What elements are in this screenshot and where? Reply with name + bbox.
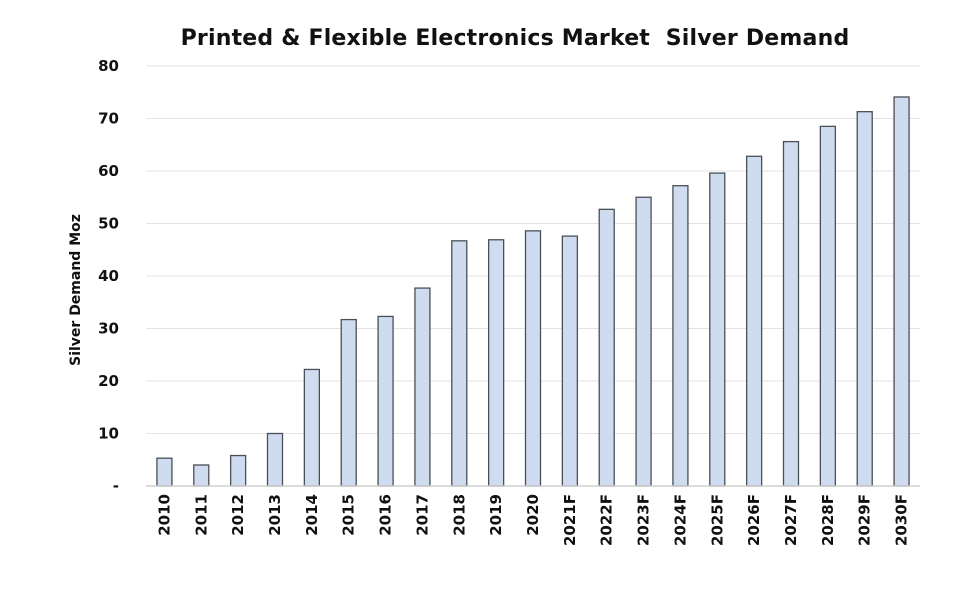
bar-2022F [598, 208, 615, 487]
bar-2011 [193, 464, 210, 487]
y-tick-label: 30 [98, 320, 119, 338]
bar-2017 [414, 287, 431, 487]
x-tick-label: 2012 [229, 494, 247, 536]
x-tick-label: 2024F [671, 494, 689, 546]
x-tick-label: 2026F [745, 494, 763, 546]
x-tick-label: 2028F [819, 494, 837, 546]
x-tick-label: 2013 [266, 494, 284, 536]
bar-2018 [451, 240, 468, 487]
y-tick-label: 60 [98, 162, 119, 180]
bar-2016 [377, 315, 394, 487]
x-tick-label: 2011 [192, 494, 210, 536]
x-tick-label: 2015 [340, 494, 358, 536]
bar-2021F [561, 235, 579, 487]
x-tick-label: 2025F [708, 494, 726, 546]
x-tick-label: 2014 [303, 494, 321, 536]
bar-2027F [782, 140, 800, 487]
x-tick-label: 2027F [782, 494, 800, 546]
chart-title: Printed & Flexible Electronics Market Si… [180, 26, 850, 51]
bar-2010 [156, 457, 173, 487]
x-tick-label: 2030F [893, 494, 911, 546]
bar-2024F [672, 185, 689, 487]
x-tick-label: 2020 [524, 494, 542, 536]
bar-2013 [266, 432, 284, 487]
y-axis-title: Silver Demand Moz [68, 214, 84, 366]
bar-2023F [635, 196, 652, 487]
x-tick-label: 2022F [598, 494, 616, 546]
bar-2029F [856, 111, 873, 487]
bars [156, 96, 910, 487]
y-tick-label: 70 [98, 110, 119, 128]
x-tick-label: 2029F [856, 494, 874, 546]
bar-2025F [709, 172, 726, 487]
y-tick-label: 50 [98, 215, 119, 233]
bar-2030F [893, 96, 910, 487]
y-tick-label: 40 [98, 267, 119, 285]
x-tick-label: 2021F [561, 494, 579, 546]
bar-2020 [524, 230, 542, 487]
x-tick-label: 2016 [377, 494, 395, 536]
y-tick-label: 80 [98, 57, 119, 75]
x-tick-label: 2023F [635, 494, 653, 546]
bar-2019 [487, 239, 505, 487]
bar-2012 [229, 454, 247, 487]
x-tick-label: 2017 [413, 494, 431, 536]
bar-2028F [819, 125, 837, 487]
x-tick-label: 2019 [487, 494, 505, 536]
bar-2014 [303, 368, 321, 487]
y-tick-label: 20 [98, 372, 119, 390]
y-tick-label: 10 [98, 425, 119, 443]
x-tick-label: 2018 [450, 494, 468, 536]
x-tick-label: 2010 [155, 494, 173, 536]
bar-2026F [745, 155, 763, 487]
y-tick-label: - [113, 477, 119, 495]
axes: - 10 20 30 40 50 60 70 80 2010 2011 2012 2013 2014 201… [98, 57, 920, 546]
bar-2015 [340, 318, 357, 487]
